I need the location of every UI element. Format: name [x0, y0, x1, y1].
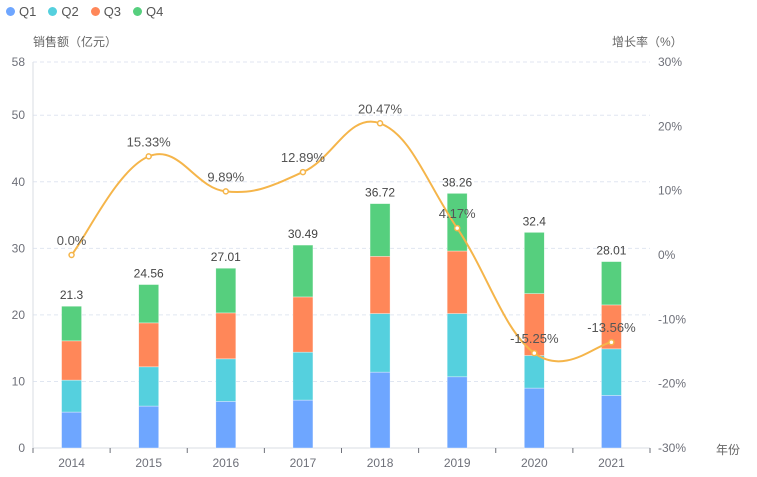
bar-q4: [524, 232, 545, 294]
y-tick-label: 30: [12, 241, 26, 255]
bar-q1: [524, 387, 545, 449]
bar-q4: [138, 284, 159, 324]
growth-label: 0.0%: [57, 233, 87, 248]
bar-q1: [138, 405, 159, 449]
growth-label: 15.33%: [127, 134, 172, 149]
legend-label-q1: Q1: [19, 4, 37, 19]
bar-total-label: 28.01: [596, 244, 626, 258]
bar-q1: [601, 395, 622, 449]
right-axis-title: 增长率（%）: [612, 35, 683, 49]
x-tick-label: 2017: [290, 456, 317, 470]
growth-point: [145, 153, 152, 160]
x-tick-label: 2018: [367, 456, 394, 470]
growth-label: -13.56%: [587, 320, 636, 335]
legend-dot-q3: [90, 7, 100, 16]
y2-tick-label: 10%: [658, 184, 682, 198]
bar-q2: [138, 366, 159, 407]
growth-point: [453, 224, 461, 232]
legend-item-q2[interactable]: Q2: [48, 4, 79, 19]
x-tick-label: 2019: [444, 456, 471, 470]
growth-label: 12.89%: [281, 150, 326, 165]
bar-q4: [369, 203, 391, 257]
bar-q2: [369, 313, 391, 373]
y2-tick-label: -10%: [658, 312, 686, 326]
bar-total-label: 38.26: [442, 175, 472, 189]
left-axis-title: 销售额（亿元）: [33, 35, 118, 49]
growth-point: [68, 251, 75, 259]
bar-q1: [61, 411, 82, 449]
bar-q4: [601, 261, 622, 306]
legend-dot-q1: [6, 7, 15, 16]
y-tick-label: 40: [12, 175, 26, 189]
y-tick-label: 10: [12, 374, 26, 388]
bar-total-label: 24.56: [134, 267, 164, 281]
bar-total-label: 36.72: [365, 186, 395, 200]
bar-total-label: 30.49: [288, 227, 318, 241]
bar-q3: [61, 340, 82, 381]
growth-point: [299, 168, 307, 176]
growth-label: 20.47%: [358, 101, 403, 116]
growth-point: [608, 338, 615, 346]
bar-q3: [369, 256, 391, 314]
legend-item-q4[interactable]: Q4: [133, 4, 163, 19]
bar-q2: [446, 313, 468, 378]
y2-tick-label: -30%: [658, 441, 686, 455]
x-axis-title: 年份: [716, 443, 741, 457]
legend-label-q3: Q3: [103, 4, 122, 19]
y2-tick-label: 0%: [658, 248, 676, 262]
y-tick-label: 58: [12, 55, 26, 69]
legend-item-q1[interactable]: Q1: [6, 4, 36, 19]
y2-tick-label: 30%: [658, 55, 682, 69]
growth-label: 4.17%: [439, 206, 476, 221]
bar-q3: [292, 296, 314, 353]
y2-tick-label: -20%: [658, 377, 686, 391]
legend-dot-q4: [133, 7, 143, 16]
growth-point: [222, 188, 230, 195]
y-tick-label: 20: [12, 308, 26, 322]
x-tick-label: 2016: [212, 456, 239, 470]
bar-q1: [215, 401, 237, 449]
bar-q4: [292, 244, 314, 298]
bar-q1: [369, 371, 391, 449]
bar-q3: [138, 322, 159, 368]
bar-total-label: 27.01: [211, 250, 241, 264]
legend-item-q3[interactable]: Q3: [90, 4, 122, 19]
x-tick-label: 2015: [135, 456, 162, 470]
bar-q2: [61, 379, 82, 413]
bar-q2: [601, 348, 622, 396]
bar-q2: [524, 355, 545, 389]
chart-legend: Q1 Q2 Q3 Q4: [6, 4, 163, 19]
y2-tick-label: 20%: [658, 119, 682, 133]
y-tick-label: 0: [18, 441, 25, 455]
x-tick-label: 2020: [521, 456, 548, 470]
bar-q2: [292, 351, 314, 401]
bar-q4: [215, 267, 237, 314]
y-tick-label: 50: [12, 108, 26, 122]
bar-q1: [446, 376, 468, 449]
bar-q3: [446, 250, 468, 314]
x-tick-label: 2021: [598, 456, 625, 470]
bar-total-label: 32.4: [523, 214, 547, 228]
growth-line: [70, 120, 612, 363]
bar-q2: [215, 358, 237, 402]
x-tick-label: 2014: [58, 456, 85, 470]
growth-point: [531, 349, 538, 357]
bar-q4: [61, 305, 82, 342]
growth-label: 9.89%: [207, 169, 244, 184]
legend-label-q4: Q4: [146, 4, 164, 19]
bar-total-label: 21.3: [60, 288, 84, 302]
bar-q1: [292, 399, 314, 449]
growth-point: [376, 120, 384, 127]
legend-dot-q2: [48, 7, 58, 16]
legend-label-q2: Q2: [61, 4, 79, 19]
bar-q3: [215, 312, 237, 360]
growth-label: -15.25%: [510, 331, 559, 346]
bar-q4: [446, 193, 468, 252]
